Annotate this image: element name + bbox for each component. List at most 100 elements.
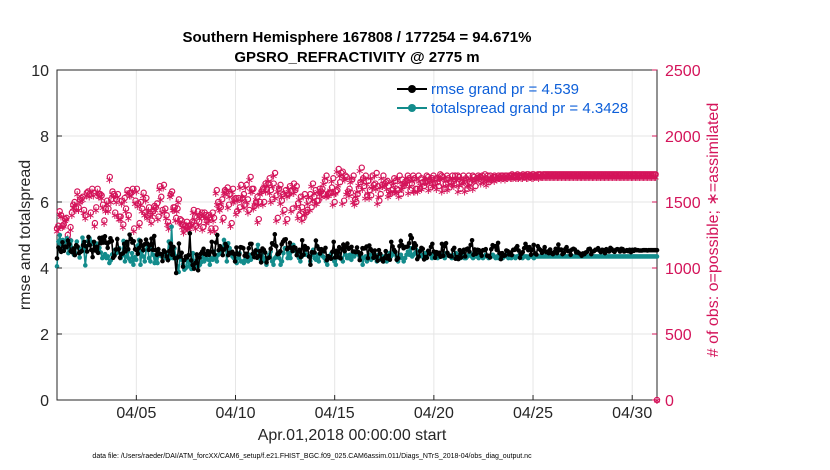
possible-obs-point: [315, 197, 322, 204]
possible-obs-point: [284, 215, 291, 223]
rmse-point: [167, 248, 172, 254]
rmse-point: [90, 254, 95, 260]
possible-obs-point: [300, 214, 307, 222]
possible-obs-point: [210, 214, 218, 222]
possible-obs-point: [373, 169, 380, 177]
assimilated-obs-point: ∗: [152, 200, 161, 213]
possible-obs-point: [368, 192, 375, 199]
assimilated-obs-point: ∗: [390, 185, 399, 198]
assimilated-obs-point: ∗: [130, 197, 139, 210]
totalspread-point: [207, 262, 213, 268]
rmse-point: [249, 241, 254, 247]
assimilated-obs-point: ∗: [519, 171, 528, 184]
possible-obs-point: [472, 182, 479, 190]
assimilated-obs-point: ∗: [453, 185, 462, 198]
assimilated-obs-point: ∗: [438, 180, 447, 193]
rmse-point: [146, 247, 152, 253]
assimilated-obs-point: ∗: [309, 187, 318, 200]
assimilated-obs-point: ∗: [531, 171, 540, 184]
assimilated-obs-point: ∗: [523, 172, 532, 185]
possible-obs-point: [270, 180, 277, 187]
assimilated-obs-point: ∗: [98, 201, 107, 214]
assimilated-obs-point: ∗: [218, 214, 227, 227]
assimilated-obs-point: ∗: [399, 178, 408, 191]
possible-obs-point: [217, 204, 225, 211]
x-tick-label: 04/30: [612, 405, 652, 422]
rmse-point: [324, 257, 330, 263]
possible-obs-point: [278, 197, 286, 204]
assimilated-obs-point: ∗: [260, 180, 269, 193]
assimilated-obs-point: ∗: [85, 191, 94, 204]
legend-spread-label: totalspread grand pr = 4.3428: [431, 100, 628, 117]
possible-obs-point: [363, 192, 371, 199]
rmse-point: [188, 258, 194, 263]
assimilated-obs-point: ∗: [601, 171, 610, 184]
possible-obs-point: [120, 221, 127, 228]
assimilated-obs-point: ∗: [60, 214, 69, 227]
totalspread-point: [316, 259, 322, 264]
rmse-point: [61, 248, 67, 254]
rmse-point: [72, 252, 78, 258]
rmse-point: [321, 249, 327, 254]
rmse-point: [102, 234, 108, 239]
assimilated-obs-point: ∗: [535, 171, 544, 184]
assimilated-obs-point: ∗: [401, 172, 410, 185]
assimilated-obs-point: ∗: [565, 171, 574, 184]
rmse-point: [357, 257, 363, 263]
assimilated-obs-point: ∗: [157, 207, 166, 220]
possible-obs-point: [208, 225, 215, 232]
possible-obs-point: [213, 186, 221, 194]
assimilated-obs-point: ∗: [398, 180, 407, 193]
assimilated-obs-point: ∗: [607, 171, 616, 184]
possible-obs-point: [652, 171, 659, 178]
rmse-point: [654, 247, 660, 253]
assimilated-obs-point: ∗: [312, 197, 321, 210]
assimilated-obs-point: ∗: [81, 212, 90, 225]
assimilated-obs-point: ∗: [507, 172, 516, 185]
assimilated-obs-point: ∗: [616, 171, 625, 184]
assimilated-obs-point: ∗: [235, 181, 244, 194]
assimilated-obs-point: ∗: [486, 174, 495, 187]
assimilated-obs-point: ∗: [321, 191, 330, 204]
assimilated-obs-point: ∗: [503, 172, 512, 185]
possible-obs-point: [330, 175, 337, 182]
assimilated-obs-point: ∗: [511, 172, 520, 185]
chart-subtitle: GPSRO_REFRACTIVITY @ 2775 m: [234, 49, 479, 66]
possible-obs-point: [269, 196, 276, 203]
possible-obs-point: [365, 177, 372, 185]
assimilated-obs-point: ∗: [304, 191, 313, 204]
x-tick-label: 04/10: [215, 405, 255, 422]
x-axis-label: Apr.01,2018 00:00:00 start: [258, 427, 447, 444]
rmse-point: [487, 255, 493, 260]
assimilated-obs-point: ∗: [426, 172, 435, 185]
assimilated-obs-point: ∗: [254, 199, 263, 212]
assimilated-obs-point: ∗: [468, 183, 477, 196]
assimilated-obs-point: ∗: [178, 221, 187, 234]
assimilated-obs-point: ∗: [316, 185, 325, 198]
assimilated-obs-point: ∗: [307, 180, 316, 193]
assimilated-obs-point: ∗: [305, 204, 314, 217]
rmse-point: [462, 254, 468, 259]
possible-obs-point: [361, 182, 368, 190]
assimilated-obs-point: ∗: [288, 180, 297, 193]
possible-obs-point: [78, 194, 85, 202]
rmse-point: [54, 256, 60, 261]
rmse-point: [290, 248, 295, 254]
assimilated-obs-point: ∗: [273, 185, 282, 198]
assimilated-obs-point: ∗: [176, 217, 185, 230]
assimilated-obs-point: ∗: [141, 195, 150, 208]
possible-obs-point: [267, 186, 275, 194]
rmse-point: [568, 252, 573, 258]
assimilated-obs-point: ∗: [54, 222, 63, 235]
rmse-point: [509, 252, 515, 258]
possible-obs-point: [103, 197, 111, 204]
rmse-point: [375, 258, 380, 264]
assimilated-obs-point: ∗: [500, 174, 509, 187]
possible-obs-point: [386, 190, 394, 198]
totalspread-point: [286, 250, 292, 256]
assimilated-obs-point: ∗: [634, 171, 643, 184]
assimilated-obs-point: ∗: [183, 222, 192, 235]
rmse-point: [138, 238, 143, 244]
rmse-point: [354, 245, 360, 250]
assimilated-obs-point: ∗: [223, 201, 232, 214]
